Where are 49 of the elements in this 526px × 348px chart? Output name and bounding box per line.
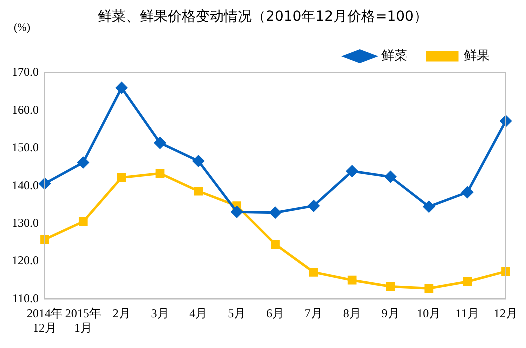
x-tick-label: 3月: [151, 306, 170, 321]
x-tick-label: 12月: [494, 306, 518, 321]
point: [500, 116, 512, 128]
point: [39, 178, 51, 190]
point: [78, 217, 88, 226]
point: [116, 82, 128, 94]
x-tick-label: 7月: [304, 306, 323, 321]
x-tick-label: 5月: [228, 306, 246, 321]
point: [154, 137, 166, 149]
x-tick-label: 8月: [343, 306, 362, 321]
point: [463, 277, 472, 286]
point: [385, 171, 396, 183]
y-tick-label: 130.0: [12, 216, 39, 230]
x-tick-label: 10月: [417, 306, 442, 321]
x-tick-label: 4月: [190, 306, 208, 321]
point: [308, 200, 320, 212]
point: [386, 282, 396, 292]
point: [423, 201, 435, 213]
point: [231, 206, 243, 218]
y-tick-label: 160.0: [12, 102, 39, 117]
y-tick-label: 150.0: [12, 140, 39, 155]
point: [502, 267, 510, 276]
point: [346, 166, 358, 178]
x-tick-label: 2015年 1月: [65, 306, 102, 335]
point: [192, 155, 204, 167]
chart-title: 鲜菜、鲜果价格变动情况（2010年12月价格=100）: [98, 9, 428, 25]
x-tick-label: 9月: [382, 306, 400, 321]
legend-label: 鲜果: [464, 48, 490, 64]
point: [348, 276, 357, 285]
y-tick-label: 120.0: [12, 254, 39, 268]
legend-label: 鲜菜: [382, 48, 408, 64]
x-tick-label: 6月: [266, 306, 284, 321]
point: [462, 186, 474, 198]
point: [78, 156, 90, 168]
x-tick-label: 11月: [456, 306, 480, 321]
point: [424, 284, 434, 294]
point: [270, 207, 282, 219]
point: [117, 173, 126, 182]
point: [309, 268, 318, 277]
y-tick-label: 170.0: [12, 65, 39, 80]
x-tick-label: 2014年 12月: [27, 306, 63, 335]
x-tick-label: 2月: [112, 306, 131, 321]
y-tick-label: 110.0: [12, 291, 39, 306]
y-axis-title: (%): [14, 22, 30, 34]
point: [40, 235, 50, 244]
point: [194, 186, 204, 196]
point: [271, 240, 280, 249]
y-tick-label: 140.0: [12, 178, 39, 192]
point: [156, 169, 165, 178]
